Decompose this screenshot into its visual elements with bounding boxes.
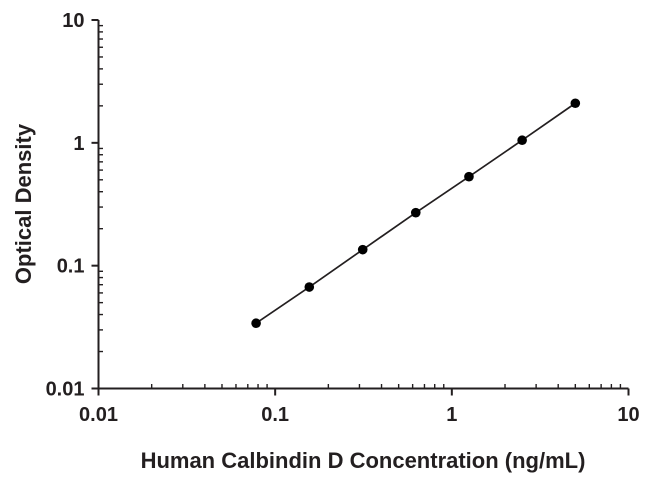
data-point <box>410 207 421 218</box>
data-point <box>304 282 315 292</box>
y-tick-label: 0.01 <box>46 379 85 401</box>
x-tick-label: 0.1 <box>261 404 289 426</box>
x-tick-label: 10 <box>617 404 639 426</box>
data-point <box>517 135 527 146</box>
data-point <box>251 318 261 329</box>
data-point <box>570 98 581 109</box>
y-tick-label: 10 <box>62 10 84 32</box>
data-point <box>464 171 474 182</box>
x-axis-title: Human Calbindin D Concentration (ng/mL) <box>140 448 586 473</box>
axes-frame <box>97 20 629 390</box>
y-axis-title: Optical Density <box>11 123 36 285</box>
data-point <box>357 244 368 255</box>
y-tick-label: 0.1 <box>57 256 85 278</box>
x-tick-label: 1 <box>446 404 457 426</box>
y-tick-label: 1 <box>73 133 84 155</box>
x-tick-label: 0.01 <box>79 404 118 426</box>
